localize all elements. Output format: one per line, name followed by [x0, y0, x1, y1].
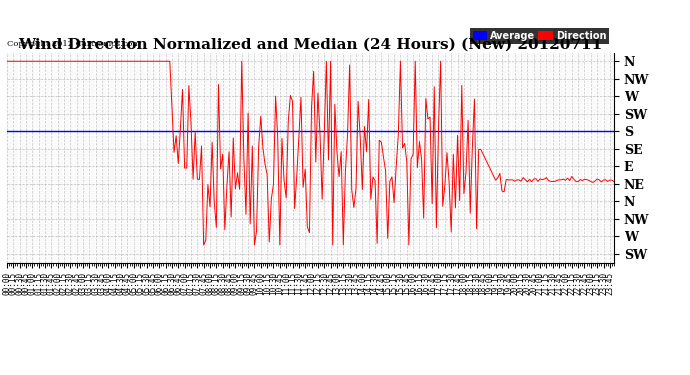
Text: Copyright 2012 Cartronics.com: Copyright 2012 Cartronics.com	[7, 40, 140, 48]
Title: Wind Direction Normalized and Median (24 Hours) (New) 20120711: Wind Direction Normalized and Median (24…	[19, 38, 602, 51]
Legend: Average, Direction: Average, Direction	[470, 28, 609, 44]
